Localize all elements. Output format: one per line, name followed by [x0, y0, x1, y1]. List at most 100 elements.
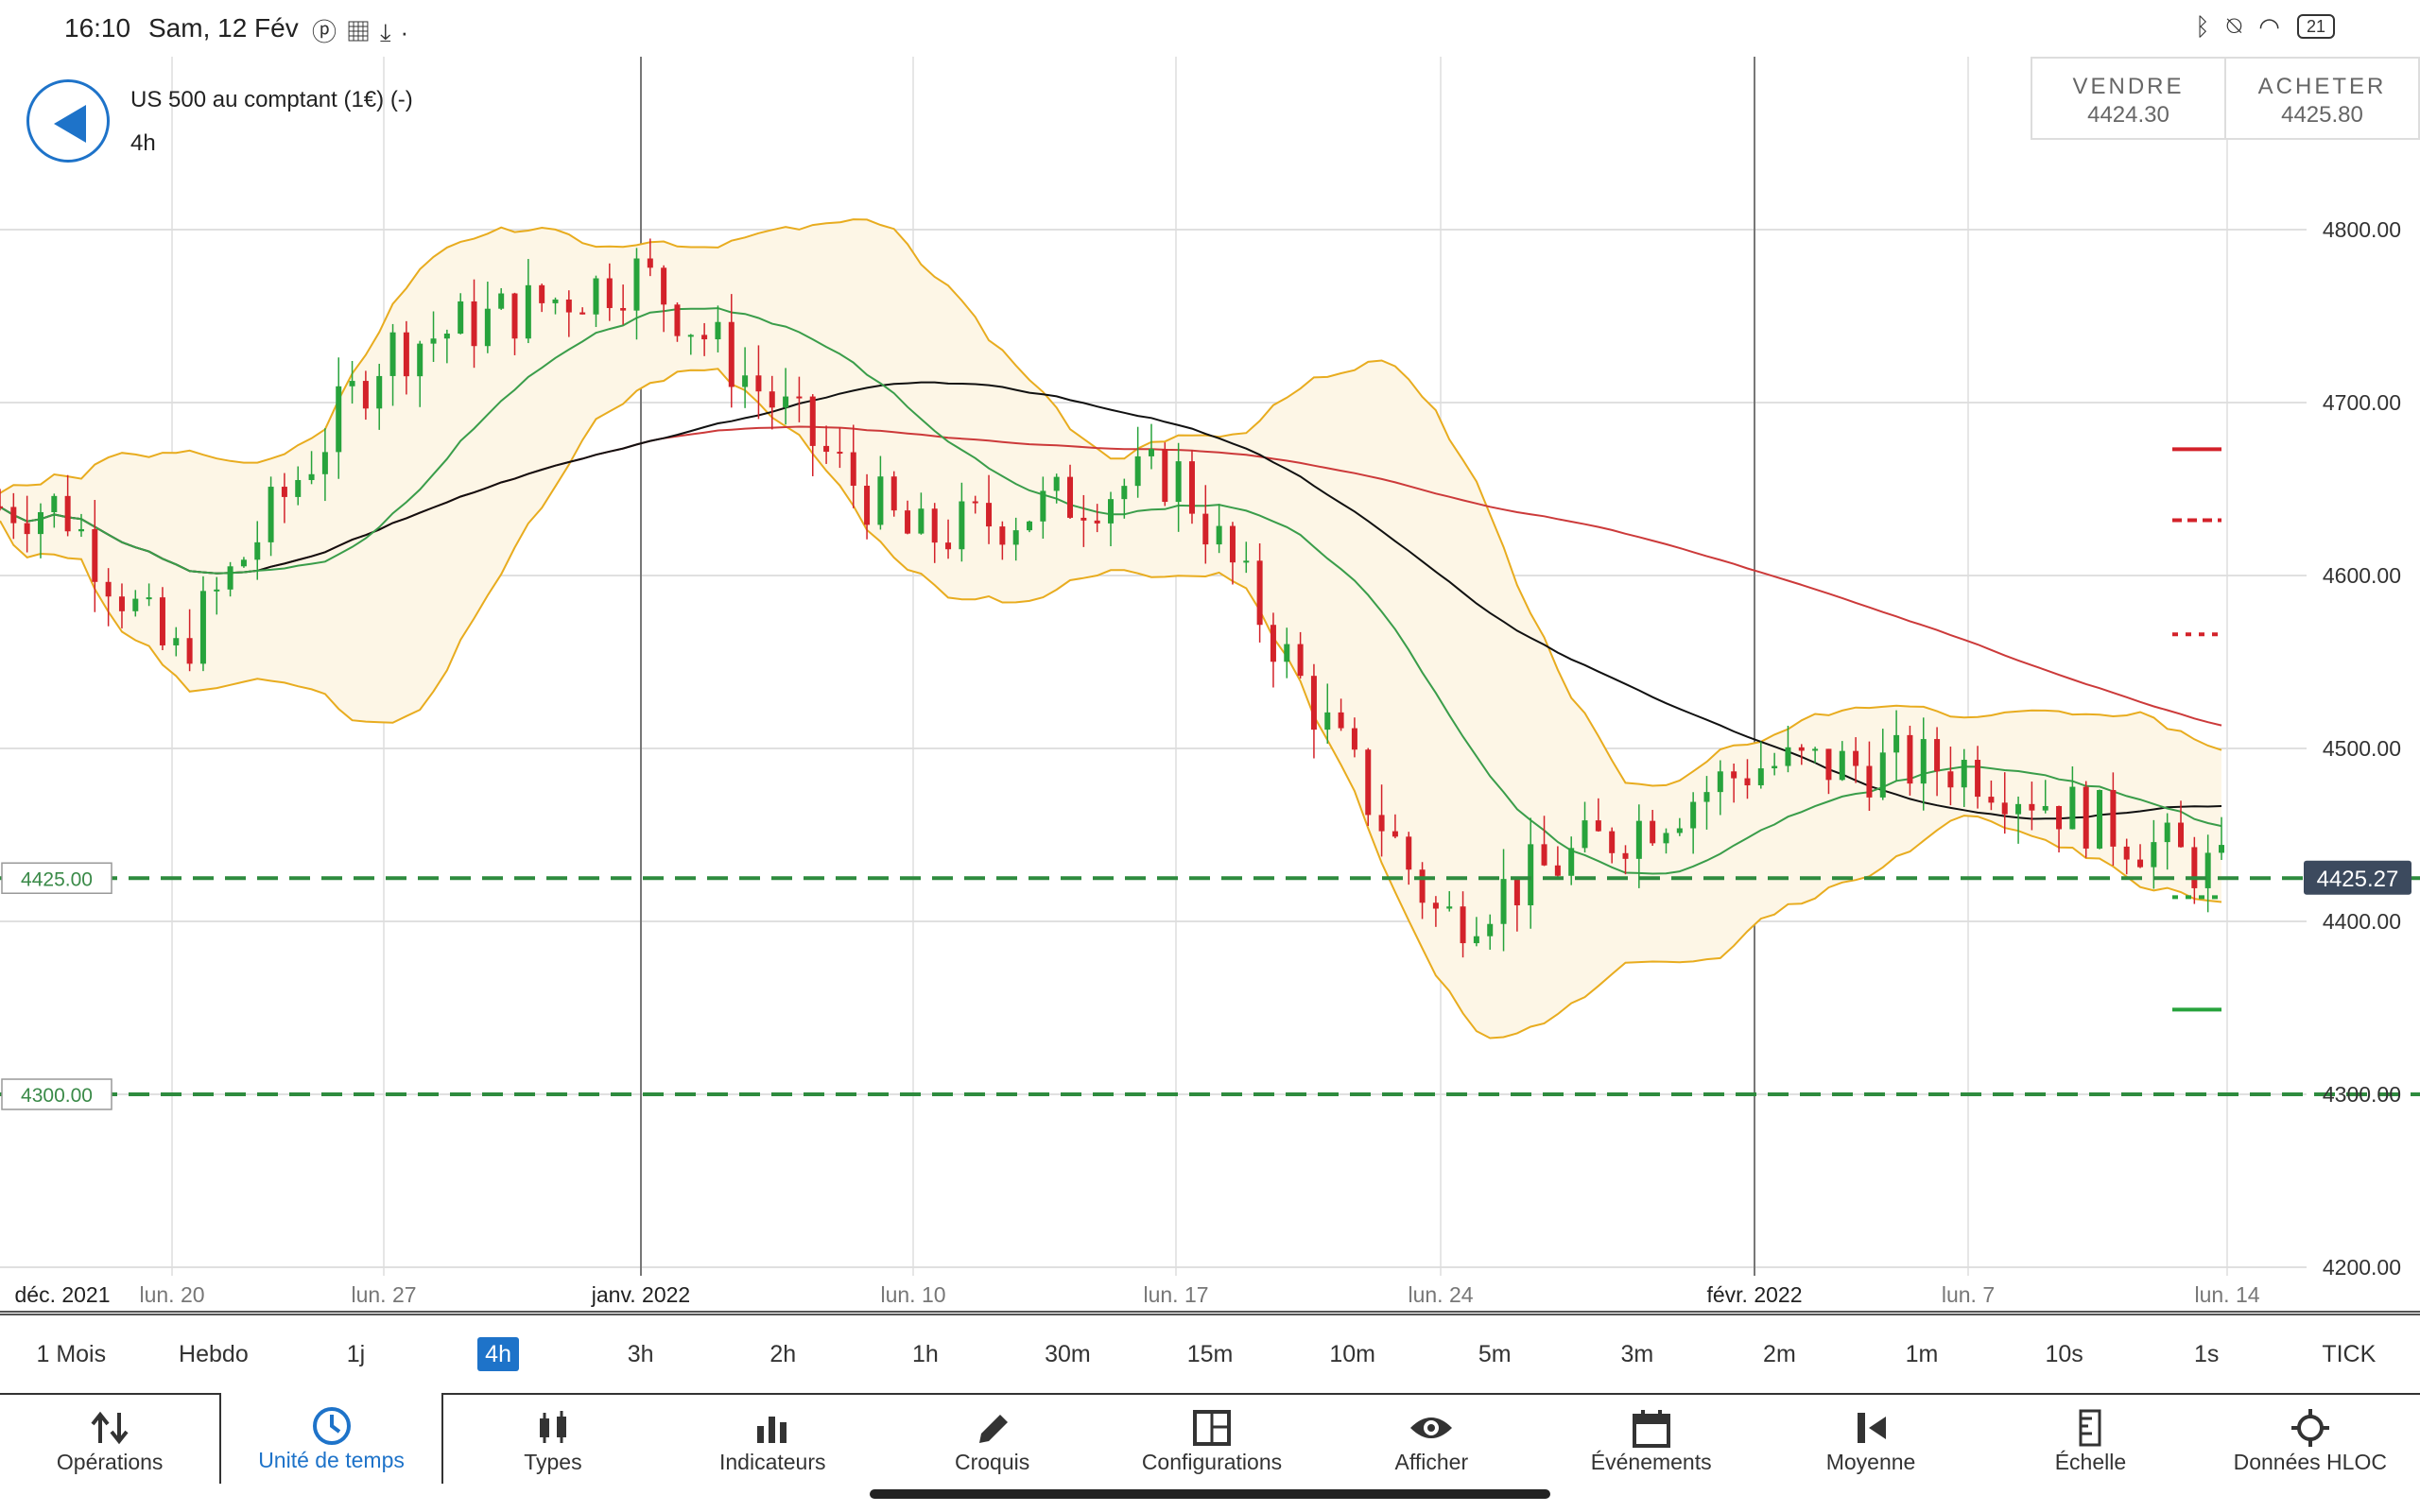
timeframe-bar: 1 Mois Hebdo 1j 4h 3h 2h 1h 30m 15m 10m 5m 3m 2m 1m 10… — [0, 1314, 2420, 1393]
timeframe-option[interactable]: 3h — [569, 1341, 712, 1368]
candle-body — [349, 381, 355, 387]
date-axis-label: lun. 10 — [880, 1282, 945, 1307]
candle-body — [1717, 771, 1723, 793]
price-chart[interactable]: 4425.00 4300.00 4800.00 4700.00 4600.00 4500… — [0, 57, 2420, 1314]
candle-body — [1988, 797, 1995, 803]
toolbar-average-button[interactable]: Moyenne — [1761, 1395, 1980, 1484]
battery-indicator: 21 — [2296, 14, 2335, 39]
toolbar-layout-button[interactable]: Configurations — [1102, 1395, 1322, 1484]
toolbar-label: Indicateurs — [719, 1450, 826, 1474]
candle-body — [92, 528, 98, 582]
current-price-tag-box — [2304, 860, 2411, 895]
timeframe-label: 3m — [1620, 1340, 1654, 1367]
toolbar-clock-button[interactable]: Unité de temps — [219, 1393, 443, 1484]
candle-body — [2042, 805, 2048, 811]
candle-body — [1961, 760, 1967, 788]
candle-body — [2029, 803, 2035, 811]
candle-body — [2110, 789, 2117, 847]
candle-body — [1378, 815, 1385, 832]
candle-body — [1432, 902, 1439, 909]
home-indicator[interactable] — [870, 1489, 1550, 1499]
candle-body — [2056, 805, 2063, 830]
candle-body — [1825, 748, 1832, 781]
candle-body — [1853, 750, 1859, 766]
candle-body — [2151, 842, 2157, 868]
toolbar-candlestick-button[interactable]: Types — [443, 1395, 663, 1484]
candle-body — [51, 495, 58, 513]
candle-body — [2069, 786, 2076, 830]
timeframe-option[interactable]: 1 Mois — [0, 1341, 143, 1368]
price-level-tag-box — [1, 1078, 112, 1110]
timeframe-option[interactable]: 2m — [1708, 1341, 1851, 1368]
candle-body — [1134, 455, 1141, 487]
bollinger-band-fill — [0, 219, 2221, 1039]
buy-button[interactable]: ACHETER 4425.80 — [2224, 59, 2418, 138]
candle-body — [1460, 906, 1466, 944]
axis-labels: 4800.00 4700.00 4600.00 4500.00 4400.00 4300.… — [14, 217, 2411, 1307]
timeframe-option[interactable]: 1j — [285, 1341, 427, 1368]
candle-body — [742, 375, 749, 387]
timeframe-label: TICK — [2322, 1340, 2377, 1367]
candle-body — [1094, 520, 1100, 524]
toolbar-label: Échelle — [2054, 1450, 2127, 1474]
candle-body — [701, 335, 708, 340]
candle-body — [1040, 490, 1046, 522]
timeframe-option[interactable]: 1s — [2135, 1341, 2278, 1368]
candle-body — [525, 284, 531, 339]
bollinger-upper-line — [0, 218, 2222, 787]
candle-body — [2083, 786, 2089, 849]
timeframe-option[interactable]: 2h — [712, 1341, 855, 1368]
alarm-off-icon: ⍉ — [2226, 11, 2242, 40]
timeframe-option[interactable]: TICK — [2278, 1341, 2420, 1368]
timeframe-option[interactable]: Hebdo — [143, 1341, 285, 1368]
candle-body — [1690, 801, 1697, 829]
sell-button[interactable]: VENDRE 4424.30 — [2032, 59, 2224, 138]
toolbar-sort-arrows-button[interactable]: Opérations — [0, 1395, 219, 1484]
timeframe-label: 1h — [911, 1340, 939, 1367]
toolbar-label: Événements — [1590, 1450, 1712, 1474]
crosshair-icon — [2201, 1406, 2420, 1450]
timeframe-label: 3h — [627, 1340, 654, 1367]
toolbar-eye-button[interactable]: Afficher — [1322, 1395, 1541, 1484]
candle-body — [1338, 712, 1344, 729]
candle-body — [647, 258, 653, 268]
timeframe-option[interactable]: 3m — [1566, 1341, 1709, 1368]
date-axis-label: lun. 24 — [1408, 1282, 1473, 1307]
candle-body — [159, 597, 165, 645]
toolbar-label: Croquis — [954, 1450, 1030, 1474]
timeframe-option[interactable]: 10m — [1281, 1341, 1424, 1368]
timeframe-option[interactable]: 30m — [996, 1341, 1139, 1368]
candle-body — [1757, 768, 1764, 786]
toolbar-scale-button[interactable]: Échelle — [1980, 1395, 2200, 1484]
clock-icon — [221, 1404, 441, 1448]
toolbar-crosshair-button[interactable]: Données HLOC — [2201, 1395, 2420, 1484]
candle-body — [1284, 644, 1290, 662]
timeframe-option[interactable]: 4h — [427, 1336, 570, 1371]
bluetooth-icon: ᛒ — [2195, 11, 2210, 41]
timeframe-option[interactable]: 1h — [855, 1341, 997, 1368]
timeframe-option[interactable]: 5m — [1424, 1341, 1566, 1368]
chart-app-icon: ▦ — [346, 18, 381, 46]
timeframe-option[interactable]: 15m — [1139, 1341, 1282, 1368]
candle-body — [986, 503, 993, 527]
price-axis-label: 4700.00 — [2323, 390, 2401, 415]
buy-price: 4425.80 — [2281, 102, 2363, 128]
timeframe-option[interactable]: 10s — [1993, 1341, 2135, 1368]
candle-body — [37, 512, 43, 535]
toolbar-bar-chart-button[interactable]: Indicateurs — [663, 1395, 882, 1484]
toolbar-pencil-button[interactable]: Croquis — [882, 1395, 1101, 1484]
candle-body — [1270, 625, 1276, 662]
moving-average-black — [0, 381, 2222, 820]
candle-body — [633, 258, 640, 311]
candle-body — [864, 485, 871, 525]
candle-body — [1067, 476, 1074, 518]
candle-body — [0, 506, 3, 508]
toolbar-calendar-button[interactable]: Événements — [1542, 1395, 1761, 1484]
candle-body — [1920, 739, 1927, 784]
candle-body — [1243, 560, 1250, 563]
back-button[interactable] — [26, 79, 110, 163]
timeframe-option[interactable]: 1m — [1851, 1341, 1994, 1368]
candle-body — [1446, 906, 1453, 909]
candle-body — [823, 445, 830, 453]
candle-body — [2015, 803, 2022, 815]
